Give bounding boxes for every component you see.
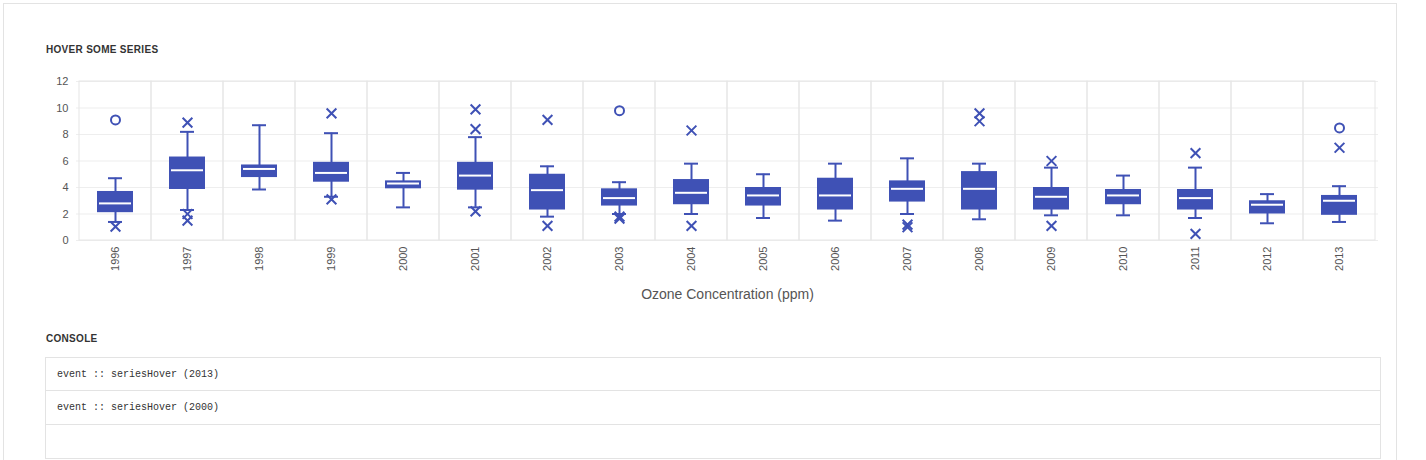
svg-text:2000: 2000	[397, 247, 409, 271]
svg-text:1997: 1997	[181, 247, 193, 271]
svg-text:2005: 2005	[757, 247, 769, 271]
svg-text:1996: 1996	[109, 247, 121, 271]
svg-text:2009: 2009	[1045, 247, 1057, 271]
svg-text:0: 0	[62, 234, 68, 246]
svg-text:Ozone Concentration (ppm): Ozone Concentration (ppm)	[641, 286, 814, 302]
svg-text:2013: 2013	[1333, 247, 1345, 271]
svg-text:2007: 2007	[901, 247, 913, 271]
html-text:event :: seriesHover (2013): event :: seriesHover (2013)	[57, 369, 219, 380]
svg-text:1999: 1999	[325, 247, 337, 271]
svg-text:2001: 2001	[469, 247, 481, 271]
html-text:event :: seriesHover (2000): event :: seriesHover (2000)	[57, 402, 219, 413]
svg-text:2006: 2006	[829, 247, 841, 271]
svg-text:8: 8	[62, 128, 68, 140]
svg-text:2003: 2003	[613, 247, 625, 271]
html-text:CONSOLE: CONSOLE	[46, 333, 98, 344]
svg-text:2004: 2004	[685, 247, 697, 271]
svg-text:2010: 2010	[1117, 247, 1129, 271]
svg-text:12: 12	[56, 75, 68, 87]
svg-text:6: 6	[62, 155, 68, 167]
svg-text:2002: 2002	[541, 247, 553, 271]
html-text:HOVER SOME SERIES: HOVER SOME SERIES	[46, 44, 159, 55]
svg-text:2: 2	[62, 208, 68, 220]
svg-text:2011: 2011	[1189, 247, 1201, 271]
svg-text:2012: 2012	[1261, 247, 1273, 271]
svg-text:1998: 1998	[253, 247, 265, 271]
svg-text:4: 4	[62, 181, 68, 193]
svg-text:10: 10	[56, 102, 68, 114]
svg-text:2008: 2008	[973, 247, 985, 271]
